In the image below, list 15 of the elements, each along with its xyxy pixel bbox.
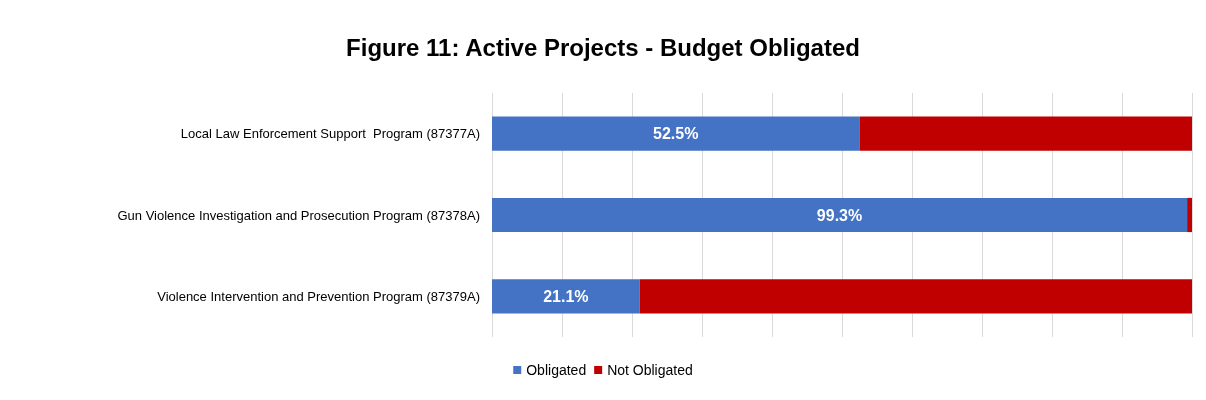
bar — [859, 116, 1192, 151]
legend-label: Not Obligated — [607, 362, 693, 378]
data-label: 21.1% — [543, 287, 589, 305]
y-tick-label: Violence Intervention and Prevention Program (87379A) — [157, 288, 480, 304]
bar — [639, 279, 1192, 314]
legend-label: Obligated — [526, 362, 587, 378]
bar — [492, 116, 860, 151]
data-label: 99.3% — [816, 206, 863, 224]
y-tick-label: Gun Violence Investigation and Prosecution Program (87378A) — [117, 207, 480, 223]
data-label: 52.5% — [653, 125, 699, 143]
chart-title: Figure 11: Active Projects - Budget Obligated — [346, 33, 860, 61]
y-tick-label: Local Law Enforcement Support Program (87377A) — [180, 126, 480, 142]
bar — [492, 197, 1188, 233]
bar — [1187, 197, 1192, 233]
bar — [492, 279, 640, 314]
